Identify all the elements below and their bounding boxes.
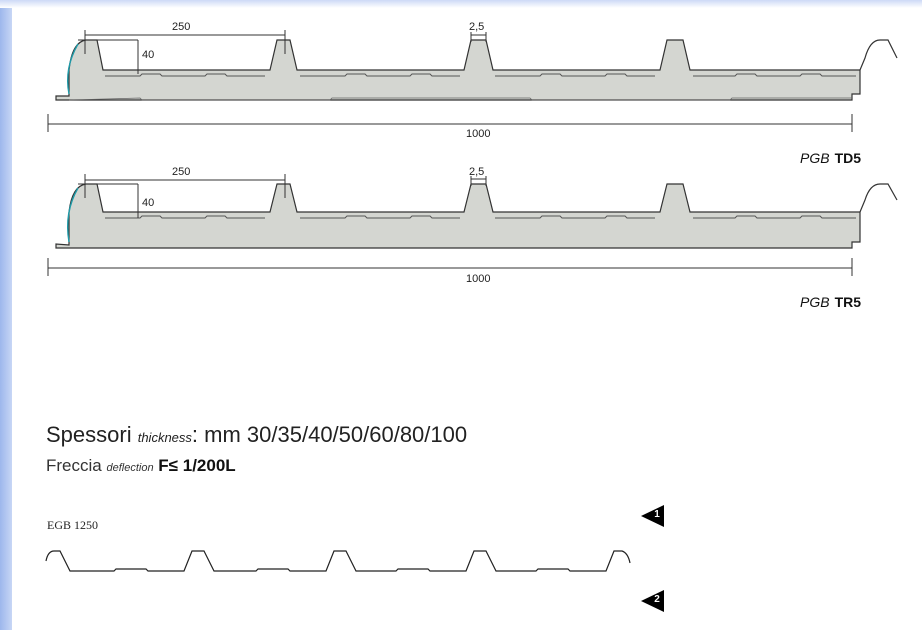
dim-height-value: 40 [142,197,155,209]
panel-tr5-end-rib [859,183,898,213]
panel-td5-ribs-3 [495,73,655,77]
panel-td5-sandwich [55,39,861,101]
deflection-label: deflection [106,462,154,474]
caption-brand: PGB [800,150,830,166]
panel-tr5-profile [47,174,898,276]
panel-tr5-caption: PGB TR5 [800,294,861,310]
left-gradient-band [0,0,12,630]
panel-tr5-ribs-3 [495,215,655,219]
nav-button-2-label: 2 [654,594,660,605]
top-gradient-band [0,0,922,8]
spessori-label: Spessori [46,422,132,447]
thickness-value: : mm 30/35/40/50/60/80/100 [191,422,468,447]
dim-width-value: 1000 [466,128,491,140]
dim-pitch-value: 250 [172,21,191,33]
dim-height-value: 40 [142,49,155,61]
caption-brand: PGB [800,294,830,310]
panel-td5-profile [47,30,898,132]
caption-model: TD5 [834,150,862,166]
deflection-value: F≤ 1/200L [158,456,236,475]
panel-td5-edge-accent [66,43,79,95]
caption-model: TR5 [834,294,862,310]
left-arrow-icon [641,590,664,612]
panel-tr5-ribs-2 [300,215,460,219]
thickness-spec: Spessori thickness: mm 30/35/40/50/60/80… [46,422,467,448]
nav-button-1[interactable]: 1 [640,504,666,528]
panel-tr5-drawing: 250 40 2,5 1000 PGB TR5 [0,160,922,310]
dim-pitch-value: 250 [172,166,191,178]
panel-td5-drawing: 250 40 2,5 1000 PGB TD5 [0,18,922,168]
dim-rib-value: 2,5 [469,166,485,178]
nav-button-2[interactable]: 2 [640,589,666,613]
panel-td5-caption: PGB TD5 [800,150,861,166]
panel-td5-ribs-4 [693,73,856,77]
egb-profile-drawing [45,550,631,572]
panel-td5-ribs-1 [105,73,265,77]
panel-tr5-edge-accent [66,187,79,243]
thickness-label: thickness [137,430,192,445]
panel-tr5-sandwich [55,183,861,249]
panel-td5-bottom-skin [68,97,852,101]
deflection-spec: Freccia deflection F≤ 1/200L [46,456,236,476]
egb-profile-line [45,550,631,572]
dim-width-value: 1000 [466,273,491,285]
dim-rib-value: 2,5 [469,21,485,33]
panel-td5-end-rib [859,39,898,71]
egb-label: EGB 1250 [47,518,98,532]
panel-td5-ribs-2 [300,73,460,77]
nav-button-1-label: 1 [654,509,660,520]
freccia-label: Freccia [46,456,102,475]
panel-tr5-ribs-4 [693,215,856,219]
left-arrow-icon [641,505,664,527]
panel-tr5-ribs-1 [105,215,265,219]
